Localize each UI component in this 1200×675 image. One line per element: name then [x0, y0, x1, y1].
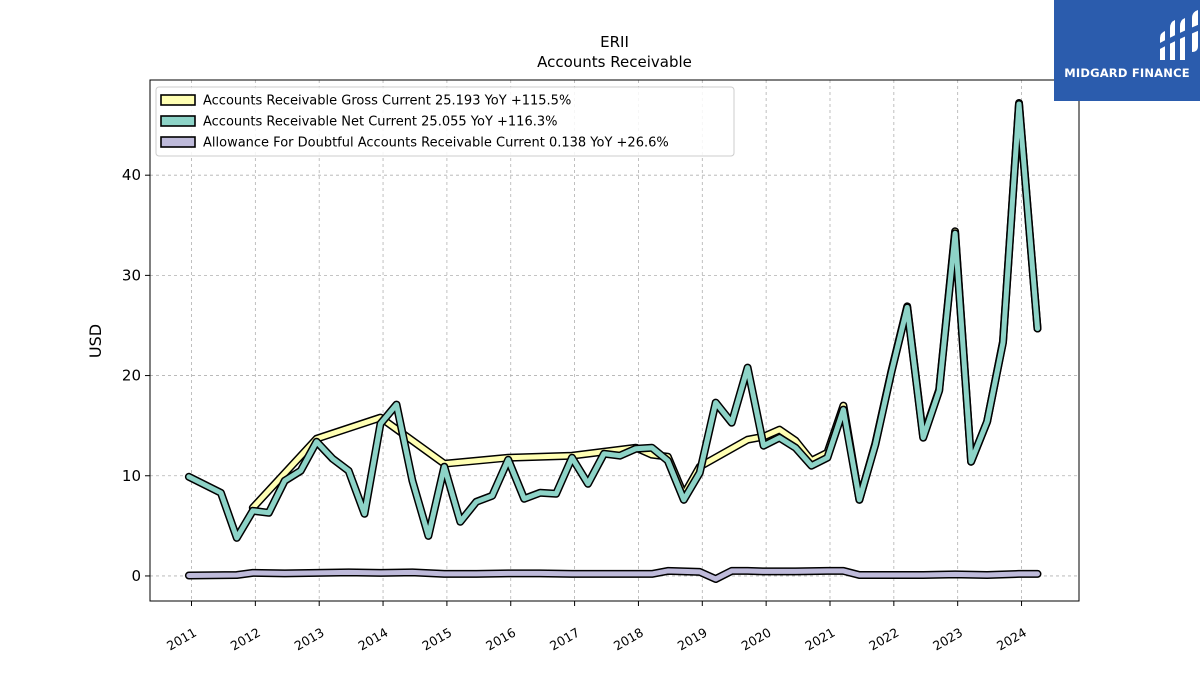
series-lines — [184, 99, 1042, 583]
series-line-net — [186, 101, 1040, 541]
x-tick-label: 2013 — [292, 625, 327, 654]
x-tick-label: 2023 — [930, 625, 965, 654]
x-tick-label: 2021 — [802, 625, 837, 654]
plot-area — [150, 80, 1079, 601]
x-tick-label: 2012 — [228, 625, 263, 654]
x-tick-label: 2018 — [611, 625, 646, 654]
legend-swatch-allowance — [160, 136, 196, 148]
legend-swatch-net — [160, 115, 196, 127]
legend-label-gross: Accounts Receivable Gross Current 25.193… — [203, 94, 571, 109]
x-tick-label: 2017 — [547, 625, 582, 654]
y-tick-label: 30 — [122, 266, 141, 284]
legend-label-net: Accounts Receivable Net Current 25.055 Y… — [203, 115, 558, 130]
x-tick-label: 2011 — [164, 625, 199, 654]
y-tick-label: 10 — [122, 467, 141, 485]
legend: Accounts Receivable Gross Current 25.193… — [155, 86, 735, 157]
x-tick-label: 2014 — [355, 625, 390, 654]
brand-name: MIDGARD FINANCE — [1064, 66, 1190, 80]
legend-box — [155, 86, 735, 157]
x-tick-label: 2016 — [483, 625, 518, 654]
chart-subtitle: Accounts Receivable — [537, 53, 692, 71]
y-tick-label: 40 — [122, 166, 141, 184]
y-tick-label: 0 — [131, 567, 141, 585]
brand-logo: MIDGARD FINANCE — [1054, 0, 1200, 101]
x-axis: 2011 2012 2013 2014 2015 2016 2017 2018 2019 2020… — [164, 601, 1029, 654]
x-tick-label: 2020 — [739, 625, 774, 654]
x-tick-label: 2015 — [419, 625, 454, 654]
y-tick-label: 20 — [122, 367, 141, 385]
x-tick-label: 2019 — [675, 625, 710, 654]
legend-swatch-gross — [160, 94, 196, 106]
series-line-allowance — [186, 568, 1040, 582]
legend-label-allowance: Allowance For Doubtful Accounts Receivab… — [203, 136, 669, 151]
plot-frame — [149, 79, 1080, 602]
x-tick-label: 2022 — [866, 625, 901, 654]
x-tick-label: 2024 — [994, 625, 1029, 654]
chart-title: ERII — [600, 33, 629, 51]
brand-mark-icon — [1158, 10, 1200, 60]
y-axis-label: USD — [86, 324, 105, 358]
y-axis: 0 10 20 30 40 — [122, 166, 150, 585]
